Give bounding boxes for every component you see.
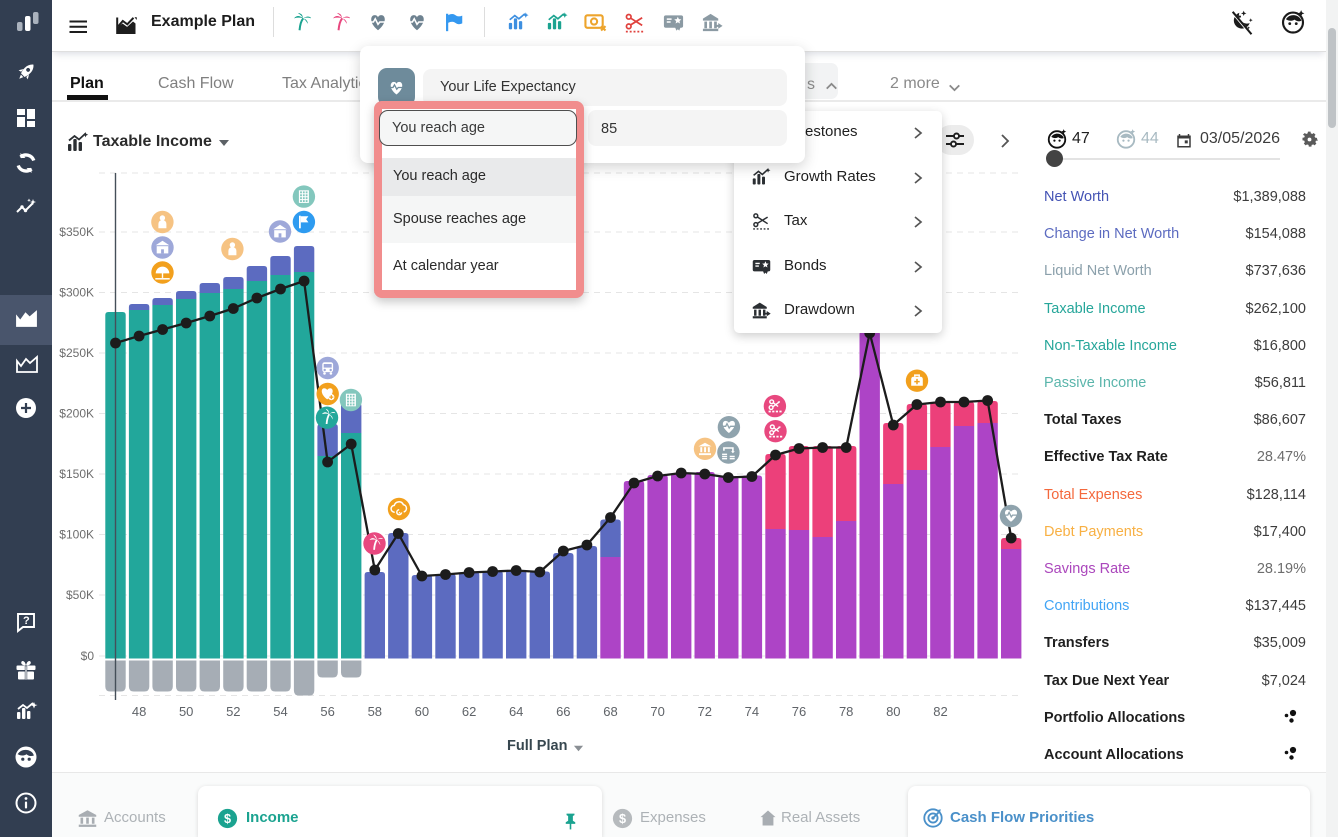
svg-text:$0: $0 [81, 649, 95, 663]
svg-text:74: 74 [745, 704, 759, 719]
svg-text:$50K: $50K [66, 588, 94, 602]
svg-text:$200K: $200K [59, 407, 94, 421]
svg-text:58: 58 [368, 704, 382, 719]
svg-text:72: 72 [698, 704, 712, 719]
svg-text:60: 60 [415, 704, 429, 719]
svg-text:82: 82 [933, 704, 947, 719]
svg-text:$150K: $150K [59, 467, 94, 481]
svg-text:78: 78 [839, 704, 853, 719]
svg-text:$: $ [619, 812, 626, 826]
svg-text:76: 76 [792, 704, 806, 719]
svg-text:48: 48 [132, 704, 146, 719]
svg-text:68: 68 [603, 704, 617, 719]
svg-text:$100K: $100K [59, 528, 94, 542]
svg-text:70: 70 [650, 704, 664, 719]
svg-text:?: ? [23, 615, 30, 627]
svg-text:56: 56 [320, 704, 334, 719]
svg-text:80: 80 [886, 704, 900, 719]
svg-text:$350K: $350K [59, 225, 94, 239]
svg-text:$: $ [224, 812, 231, 826]
svg-text:50: 50 [179, 704, 193, 719]
svg-text:62: 62 [462, 704, 476, 719]
svg-text:54: 54 [273, 704, 287, 719]
svg-text:$300K: $300K [59, 286, 94, 300]
svg-text:52: 52 [226, 704, 240, 719]
svg-text:$250K: $250K [59, 346, 94, 360]
svg-text:66: 66 [556, 704, 570, 719]
svg-text:64: 64 [509, 704, 523, 719]
